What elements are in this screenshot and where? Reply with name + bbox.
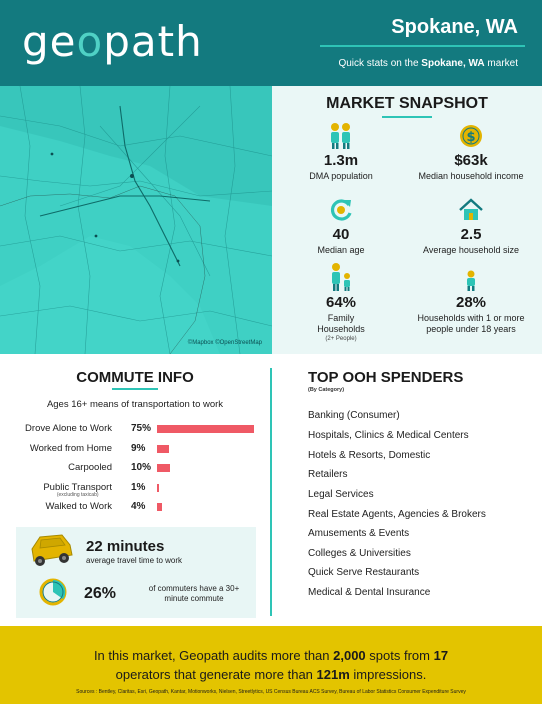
spender-item: Hospitals, Clinics & Medical Centers	[308, 430, 469, 441]
tagline: Quick stats on the Spokane, WA market	[338, 58, 518, 69]
family-icon	[331, 123, 350, 149]
commute-bar	[157, 464, 170, 472]
commute-divider	[112, 388, 158, 390]
long-commute-pct: 26%	[84, 585, 117, 602]
spenders-title: TOP OOH SPENDERS	[308, 369, 464, 386]
refresh-arrow-icon	[330, 199, 352, 221]
market-map[interactable]: ©Mapbox ©OpenStreetMap	[0, 86, 272, 354]
commute-row: Drove Alone to Work 75%	[0, 423, 270, 437]
column-divider	[270, 368, 272, 616]
spender-item: Legal Services	[308, 489, 374, 500]
footer-banner: In this market, Geopath audits more than…	[0, 626, 542, 704]
snapshot-title: MARKET SNAPSHOT	[326, 95, 488, 112]
stat-family-households: 64% Family Households (2+ People)	[276, 262, 406, 342]
spender-item: Medical & Dental Insurance	[308, 587, 431, 598]
header: geopath Spokane, WA Quick stats on the S…	[0, 0, 542, 86]
spender-item: Colleges & Universities	[308, 548, 411, 559]
spender-item: Amusements & Events	[308, 528, 410, 539]
travel-time-box: 22 minutes average travel time to work 2…	[16, 527, 256, 618]
car-icon	[31, 534, 73, 566]
spenders-subtitle: (By Category)	[308, 387, 345, 393]
map-credit[interactable]: ©Mapbox ©OpenStreetMap	[187, 340, 262, 346]
map-graphic	[0, 86, 272, 354]
commute-bar	[157, 425, 254, 433]
commute-bar	[157, 445, 169, 453]
parent-child-icon	[332, 263, 350, 291]
snapshot-divider	[382, 116, 432, 118]
footer-summary: In this market, Geopath audits more than…	[93, 648, 449, 682]
house-icon	[459, 198, 483, 220]
commute-subtitle: Ages 16+ means of transportation to work	[46, 399, 224, 410]
child-icon	[467, 270, 475, 291]
market-snapshot: MARKET SNAPSHOT 1.3m DMA population $ $6…	[272, 86, 542, 354]
stat-dma-population: 1.3m DMA population	[276, 122, 406, 182]
commute-row: Carpooled 10%	[0, 462, 270, 476]
commute-row: Worked from Home 9%	[0, 443, 270, 457]
dollar-coin-icon: $	[460, 125, 482, 147]
sources-note: Sources : Bentley, Claritas, Esri, Geopa…	[76, 689, 466, 695]
travel-time-value: 22 minutes	[86, 538, 165, 555]
spender-item: Real Estate Agents, Agencies & Brokers	[308, 509, 486, 520]
commute-row: Public Transport (excluding taxicab) 1%	[0, 482, 270, 498]
commute-title: COMMUTE INFO	[76, 369, 194, 386]
long-commute-label: of commuters have a 30+ minute commute	[148, 584, 240, 603]
svg-text:$: $	[466, 130, 475, 145]
stat-median-income: $ $63k Median household income	[406, 122, 536, 182]
geopath-logo[interactable]: geopath	[22, 17, 203, 66]
commute-bar	[157, 503, 162, 511]
spender-item: Hotels & Resorts, Domestic	[308, 450, 431, 461]
stat-household-size: 2.5 Average household size	[406, 196, 536, 256]
spender-item: Banking (Consumer)	[308, 410, 400, 421]
stat-median-age: 40 Median age	[276, 196, 406, 256]
header-divider	[320, 45, 525, 47]
commute-row: Walked to Work 4%	[0, 501, 270, 515]
spender-item: Retailers	[308, 469, 348, 480]
travel-time-label: average travel time to work	[86, 556, 183, 565]
stat-households-under-18: 28% Households with 1 or more people und…	[398, 262, 542, 335]
market-city: Spokane, WA	[391, 16, 518, 38]
spender-item: Quick Serve Restaurants	[308, 567, 420, 578]
commute-bar	[157, 484, 159, 492]
clock-icon	[39, 578, 67, 606]
